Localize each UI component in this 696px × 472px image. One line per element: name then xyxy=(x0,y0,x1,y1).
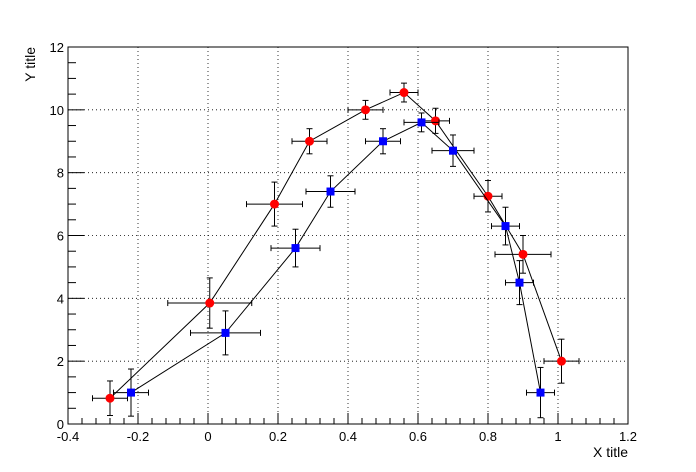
data-point xyxy=(518,249,528,259)
data-point xyxy=(536,388,545,397)
data-point xyxy=(449,146,457,155)
y-axis-title: Y title xyxy=(22,47,38,82)
series-2 xyxy=(113,112,555,419)
x-tick-label: 0.6 xyxy=(409,429,427,444)
x-tick-label: 0.4 xyxy=(339,429,357,444)
data-point xyxy=(127,388,135,397)
y-tick-label: 4 xyxy=(57,291,64,306)
data-point xyxy=(326,187,335,196)
data-point xyxy=(399,88,409,98)
series-line xyxy=(109,91,562,399)
axes: -0.4 -0.2 0 0.2 0.4 0.6 0.8 1 1.2 0 2 4 6 8 10 12 xyxy=(50,40,638,444)
x-tick-label: 0.2 xyxy=(269,429,287,444)
x-tick-label: -0.4 xyxy=(57,429,79,444)
y-tick-label: 2 xyxy=(57,354,64,369)
data-point xyxy=(557,356,566,366)
x-tick-label: 1 xyxy=(554,429,561,444)
x-axis-title: X title xyxy=(593,444,628,460)
data-point xyxy=(431,116,440,126)
y-tick-label: 8 xyxy=(57,166,64,181)
series-1 xyxy=(92,82,580,417)
y-tick-label: 6 xyxy=(57,229,64,244)
x-tick-label: 0 xyxy=(204,429,211,444)
data-point xyxy=(270,199,279,209)
x-tick-label: 1.2 xyxy=(619,429,637,444)
y-tick-label: 12 xyxy=(50,40,64,55)
series-line xyxy=(130,121,541,394)
data-point xyxy=(291,244,300,253)
data-point xyxy=(515,278,524,287)
data-point xyxy=(501,222,510,231)
data-series xyxy=(92,82,580,419)
x-tick-label: 0.8 xyxy=(479,429,497,444)
data-point xyxy=(305,136,314,146)
data-point xyxy=(379,137,387,146)
y-tick-label: 0 xyxy=(57,417,64,432)
data-point xyxy=(205,298,215,308)
grid-lines xyxy=(68,47,628,424)
data-point xyxy=(221,328,230,337)
x-tick-label: -0.2 xyxy=(127,429,149,444)
data-point xyxy=(105,393,115,403)
data-point xyxy=(361,105,370,115)
y-tick-label: 10 xyxy=(50,103,64,118)
data-point xyxy=(417,118,426,127)
